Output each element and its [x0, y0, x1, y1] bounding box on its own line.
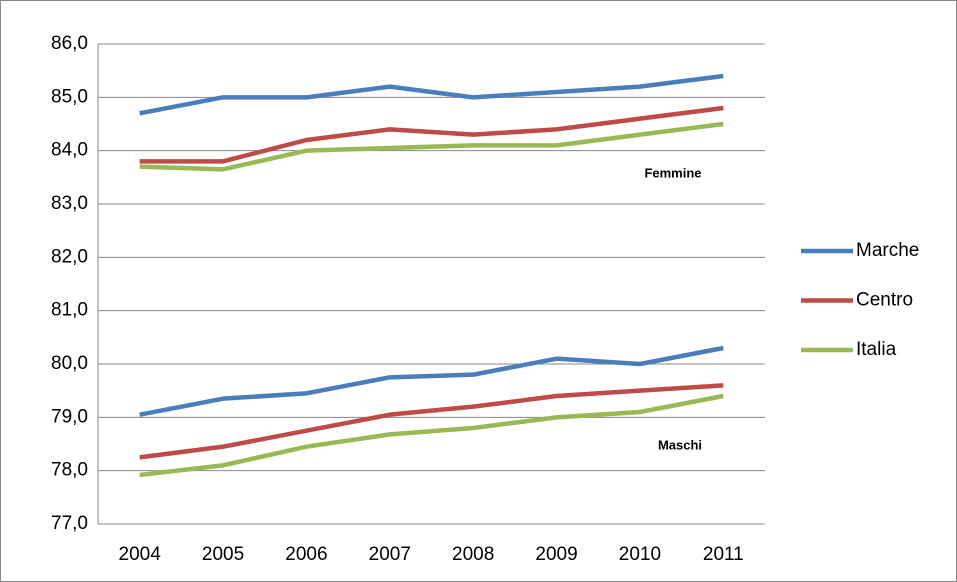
- legend-label: Italia: [856, 339, 897, 360]
- x-tick-label: 2009: [535, 544, 577, 565]
- y-tick-label: 85,0: [51, 86, 88, 107]
- series-line: [139, 393, 724, 478]
- series-line: [139, 345, 724, 417]
- y-tick-label: 78,0: [51, 460, 88, 481]
- x-tick-label: 2010: [619, 544, 661, 565]
- y-tick-label: 82,0: [51, 246, 88, 267]
- series-line: [139, 73, 724, 116]
- series-line: [139, 121, 724, 172]
- y-tick-label: 80,0: [51, 353, 88, 374]
- series-line: [139, 383, 724, 460]
- group-label: Femmine: [644, 165, 701, 180]
- legend-label: Marche: [856, 240, 919, 261]
- x-tick-label: 2004: [119, 544, 162, 565]
- group-label: Maschi: [658, 437, 702, 452]
- x-tick-label: 2006: [285, 544, 327, 565]
- x-tick-label: 2007: [369, 544, 411, 565]
- series-line: [139, 105, 724, 164]
- x-tick-label: 2005: [202, 544, 244, 565]
- y-tick-label: 84,0: [51, 140, 88, 161]
- x-tick-label: 2008: [452, 544, 494, 565]
- y-tick-label: 77,0: [51, 513, 88, 534]
- y-tick-label: 86,0: [51, 33, 88, 54]
- y-tick-label: 79,0: [51, 406, 88, 427]
- legend-label: Centro: [856, 290, 913, 311]
- y-tick-label: 83,0: [51, 193, 88, 214]
- x-tick-label: 2011: [703, 544, 744, 565]
- y-tick-label: 81,0: [51, 300, 88, 321]
